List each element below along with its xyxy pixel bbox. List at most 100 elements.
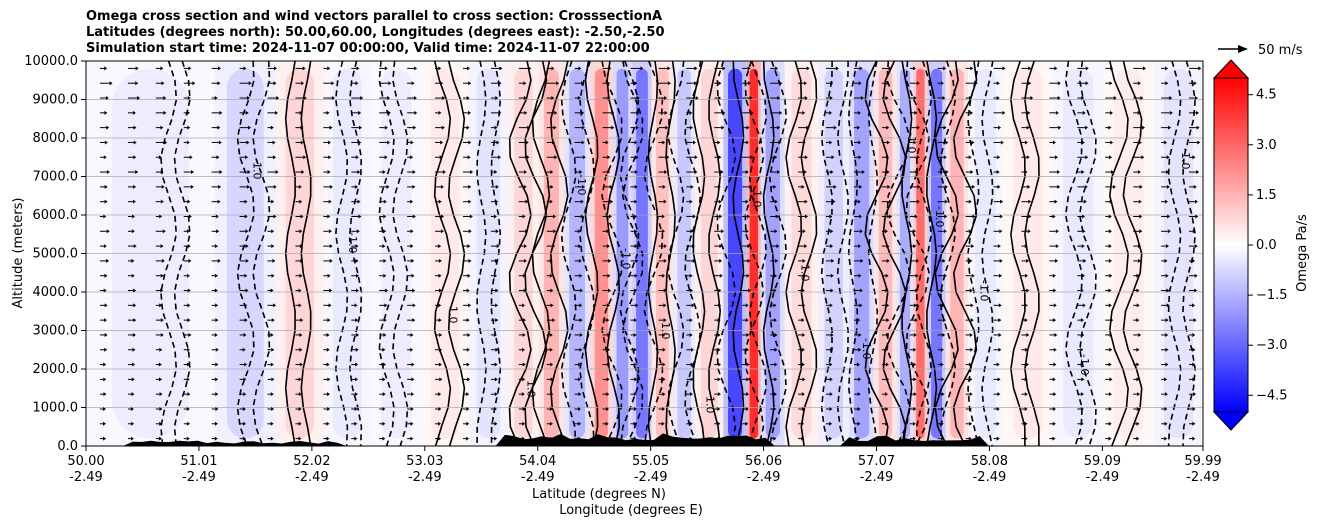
wind-vector-head — [859, 288, 863, 293]
wind-vector-head — [608, 214, 612, 219]
wind-vector-head — [996, 421, 1000, 426]
wind-vector-head — [745, 199, 749, 204]
wind-vector-head — [298, 377, 302, 382]
wind-vector-head — [244, 273, 248, 278]
wind-vector-head — [611, 125, 615, 130]
wind-vector-head — [1026, 258, 1030, 263]
wind-vector-head — [299, 229, 303, 234]
wind-vector-head — [1137, 392, 1141, 397]
wind-vector-head — [186, 421, 190, 426]
wind-vector-head — [774, 377, 778, 382]
wind-vector-head — [1024, 303, 1028, 308]
wind-vector-head — [243, 66, 247, 71]
wind-vector-head — [607, 170, 611, 175]
wind-vector-head — [718, 81, 722, 86]
wind-vector-head — [1026, 332, 1030, 337]
wind-vector-head — [750, 155, 754, 160]
wind-vector-head — [690, 184, 694, 189]
wind-vector-head — [1140, 96, 1144, 101]
wind-vector-head — [186, 229, 190, 234]
wind-vector-head — [945, 170, 949, 175]
wind-vector-head — [689, 318, 693, 323]
wind-vector-head — [103, 244, 107, 249]
wind-vector-head — [1164, 421, 1168, 426]
wind-vector-head — [773, 303, 777, 308]
wind-vector-head — [1136, 377, 1140, 382]
wind-vector-head — [189, 155, 193, 160]
wind-vector-head — [495, 96, 499, 101]
wind-vector-head — [522, 377, 526, 382]
wind-vector-head — [690, 288, 694, 293]
wind-vector-head — [692, 214, 696, 219]
wind-vector-head — [384, 303, 388, 308]
wind-vector-head — [327, 214, 331, 219]
wind-vector-head — [830, 332, 834, 337]
wind-vector-head — [384, 155, 388, 160]
chart-title: Omega cross section and wind vectors par… — [86, 9, 665, 57]
wind-vector-head — [664, 110, 668, 115]
wind-vector-head — [1166, 288, 1170, 293]
wind-vector-head — [1196, 170, 1200, 175]
wind-vector-head — [885, 332, 889, 337]
wind-vector-head — [1024, 436, 1028, 441]
wind-vector-head — [190, 184, 194, 189]
wind-vector-head — [970, 347, 974, 352]
wind-vector-head — [103, 318, 107, 323]
wind-vector-head — [968, 229, 972, 234]
wind-vector-head — [187, 318, 191, 323]
wind-vector-head — [526, 155, 530, 160]
wind-vector-head — [103, 377, 107, 382]
wind-vector-head — [914, 318, 918, 323]
wind-vector-head — [578, 66, 582, 71]
wind-vector-head — [298, 392, 302, 397]
wind-vector-head — [245, 258, 249, 263]
wind-vector-head — [633, 421, 637, 426]
wind-vector-head — [495, 288, 499, 293]
wind-vector-head — [1192, 362, 1196, 367]
wind-vector-head — [554, 110, 558, 115]
wind-vector-head — [912, 66, 916, 71]
wind-vector-head — [382, 347, 386, 352]
wind-vector-head — [1024, 392, 1028, 397]
wind-vector-head — [745, 318, 749, 323]
wind-vector-head — [1052, 214, 1056, 219]
wind-vector-head — [411, 81, 415, 86]
wind-vector-head — [998, 303, 1002, 308]
wind-vector-head — [327, 140, 331, 145]
wind-vector-head — [886, 125, 890, 130]
wind-vector-head — [802, 258, 806, 263]
wind-vector-head — [102, 421, 106, 426]
wind-vector-head — [689, 110, 693, 115]
wind-vector-head — [635, 258, 639, 263]
wind-vector-head — [549, 258, 553, 263]
wind-vector-head — [133, 318, 137, 323]
wind-vector-head — [1194, 288, 1198, 293]
wind-vector-head — [606, 406, 610, 411]
wind-vector-head — [270, 125, 274, 130]
wind-vector-head — [581, 184, 585, 189]
wind-vector-head — [913, 96, 917, 101]
wind-vector-head — [635, 303, 639, 308]
wind-vector-head — [1053, 140, 1057, 145]
wind-vector-head — [661, 214, 665, 219]
x-tick-label-lat: 52.02 — [293, 454, 330, 469]
wind-vector-head — [327, 273, 331, 278]
wind-vector-head — [354, 436, 358, 441]
wind-vector-head — [411, 392, 415, 397]
wind-vector-head — [242, 406, 246, 411]
wind-vector-head — [326, 392, 330, 397]
wind-vector-head — [774, 362, 778, 367]
wind-vector-head — [745, 170, 749, 175]
x-tick-label-lat: 57.07 — [858, 454, 895, 469]
wind-vector-head — [438, 318, 442, 323]
wind-vector-head — [1109, 347, 1113, 352]
wind-vector-head — [801, 406, 805, 411]
wind-vector-head — [133, 288, 137, 293]
wind-vector-head — [1165, 347, 1169, 352]
wind-vector-head — [913, 140, 917, 145]
wind-vector-head — [1192, 229, 1196, 234]
wind-vector-head — [438, 436, 442, 441]
wind-vector-head — [1136, 273, 1140, 278]
y-tick-label: 4000.0 — [33, 285, 79, 300]
wind-vector-head — [552, 214, 556, 219]
